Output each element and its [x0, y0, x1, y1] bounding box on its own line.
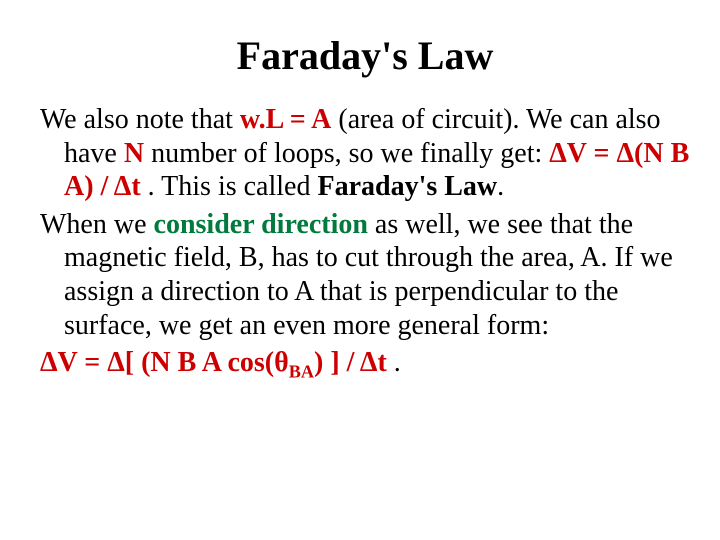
eq2-left: ΔV = Δ[ (N B A cos( — [40, 347, 274, 378]
eq2-theta: θ — [274, 347, 289, 378]
equation-2: ΔV = Δ[ (N B A cos(θBA) ] / Δt . — [40, 346, 690, 380]
eq2-dt: Δt — [360, 347, 387, 378]
text-N: N — [124, 138, 144, 169]
text: We also note that — [40, 104, 240, 135]
text-wL-L: L — [266, 104, 283, 135]
slide-title: Faraday's Law — [40, 32, 690, 79]
text: number of loops, so we finally get: — [144, 138, 549, 169]
text-faradays-law: Faraday's Law — [317, 171, 497, 202]
text-eqA: = A — [283, 104, 332, 135]
text: . — [497, 171, 504, 202]
text-wL-dot: . — [259, 104, 266, 135]
paragraph-1: We also note that w.L = A (area of circu… — [40, 103, 690, 204]
eq-dt: Δt — [114, 171, 141, 202]
eq2-right: ) ] / — [314, 347, 360, 378]
text: When we — [40, 209, 154, 240]
text-consider-direction: consider direction — [154, 209, 368, 240]
slide-body: We also note that w.L = A (area of circu… — [40, 103, 690, 380]
text-wL-w: w — [240, 104, 259, 135]
eq2-end: . — [387, 347, 401, 378]
eq2-subscript: BA — [289, 362, 314, 382]
text: . This is called — [141, 171, 318, 202]
paragraph-2: When we consider direction as well, we s… — [40, 208, 690, 342]
slide: Faraday's Law We also note that w.L = A … — [0, 0, 720, 540]
eq-dV: ΔV = — [549, 138, 616, 169]
